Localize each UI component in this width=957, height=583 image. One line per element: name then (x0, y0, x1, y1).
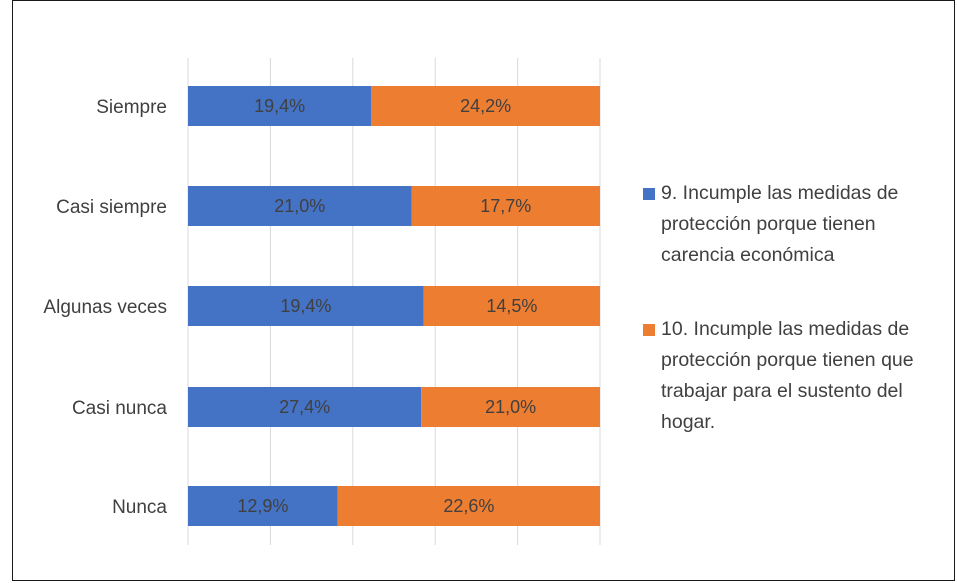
bar-algunas-veces-series-10 (423, 286, 600, 326)
data-label: 21,0% (274, 196, 325, 216)
data-label: 12,9% (237, 496, 288, 516)
bar-siempre-series-10 (371, 86, 600, 126)
legend-label-series-10: 10. Incumple las medidas de protección p… (661, 318, 914, 433)
data-label: 14,5% (486, 296, 537, 316)
category-label: Nunca (112, 497, 167, 518)
chart-legend: 9. Incumple las medidas de protección po… (643, 178, 955, 481)
legend-item-series-9: 9. Incumple las medidas de protección po… (643, 178, 955, 271)
category-label: Casi nunca (72, 398, 167, 419)
bar-siempre-series-9 (188, 86, 372, 126)
data-label: 19,4% (254, 96, 305, 116)
data-label: 27,4% (279, 397, 330, 417)
bar-casi-siempre-series-10 (411, 186, 600, 226)
data-label: 22,6% (443, 496, 494, 516)
category-label: Siempre (96, 97, 167, 118)
category-label: Casi siempre (56, 197, 167, 218)
bar-casi-siempre-series-9 (188, 186, 412, 226)
bar-algunas-veces-series-9 (188, 286, 424, 326)
bar-nunca-series-10 (337, 486, 600, 526)
bar-casi-nunca-series-9 (188, 387, 422, 427)
category-label: Algunas veces (43, 297, 167, 318)
legend-item-series-10: 10. Incumple las medidas de protección p… (643, 314, 955, 438)
legend-swatch-series-9 (643, 188, 655, 200)
data-label: 24,2% (460, 96, 511, 116)
data-label: 19,4% (280, 296, 331, 316)
legend-label-series-9: 9. Incumple las medidas de protección po… (661, 182, 899, 266)
data-label: 21,0% (485, 397, 536, 417)
data-label: 17,7% (480, 196, 531, 216)
bar-casi-nunca-series-10 (421, 387, 600, 427)
legend-swatch-series-10 (643, 324, 655, 336)
bar-nunca-series-9 (188, 486, 338, 526)
